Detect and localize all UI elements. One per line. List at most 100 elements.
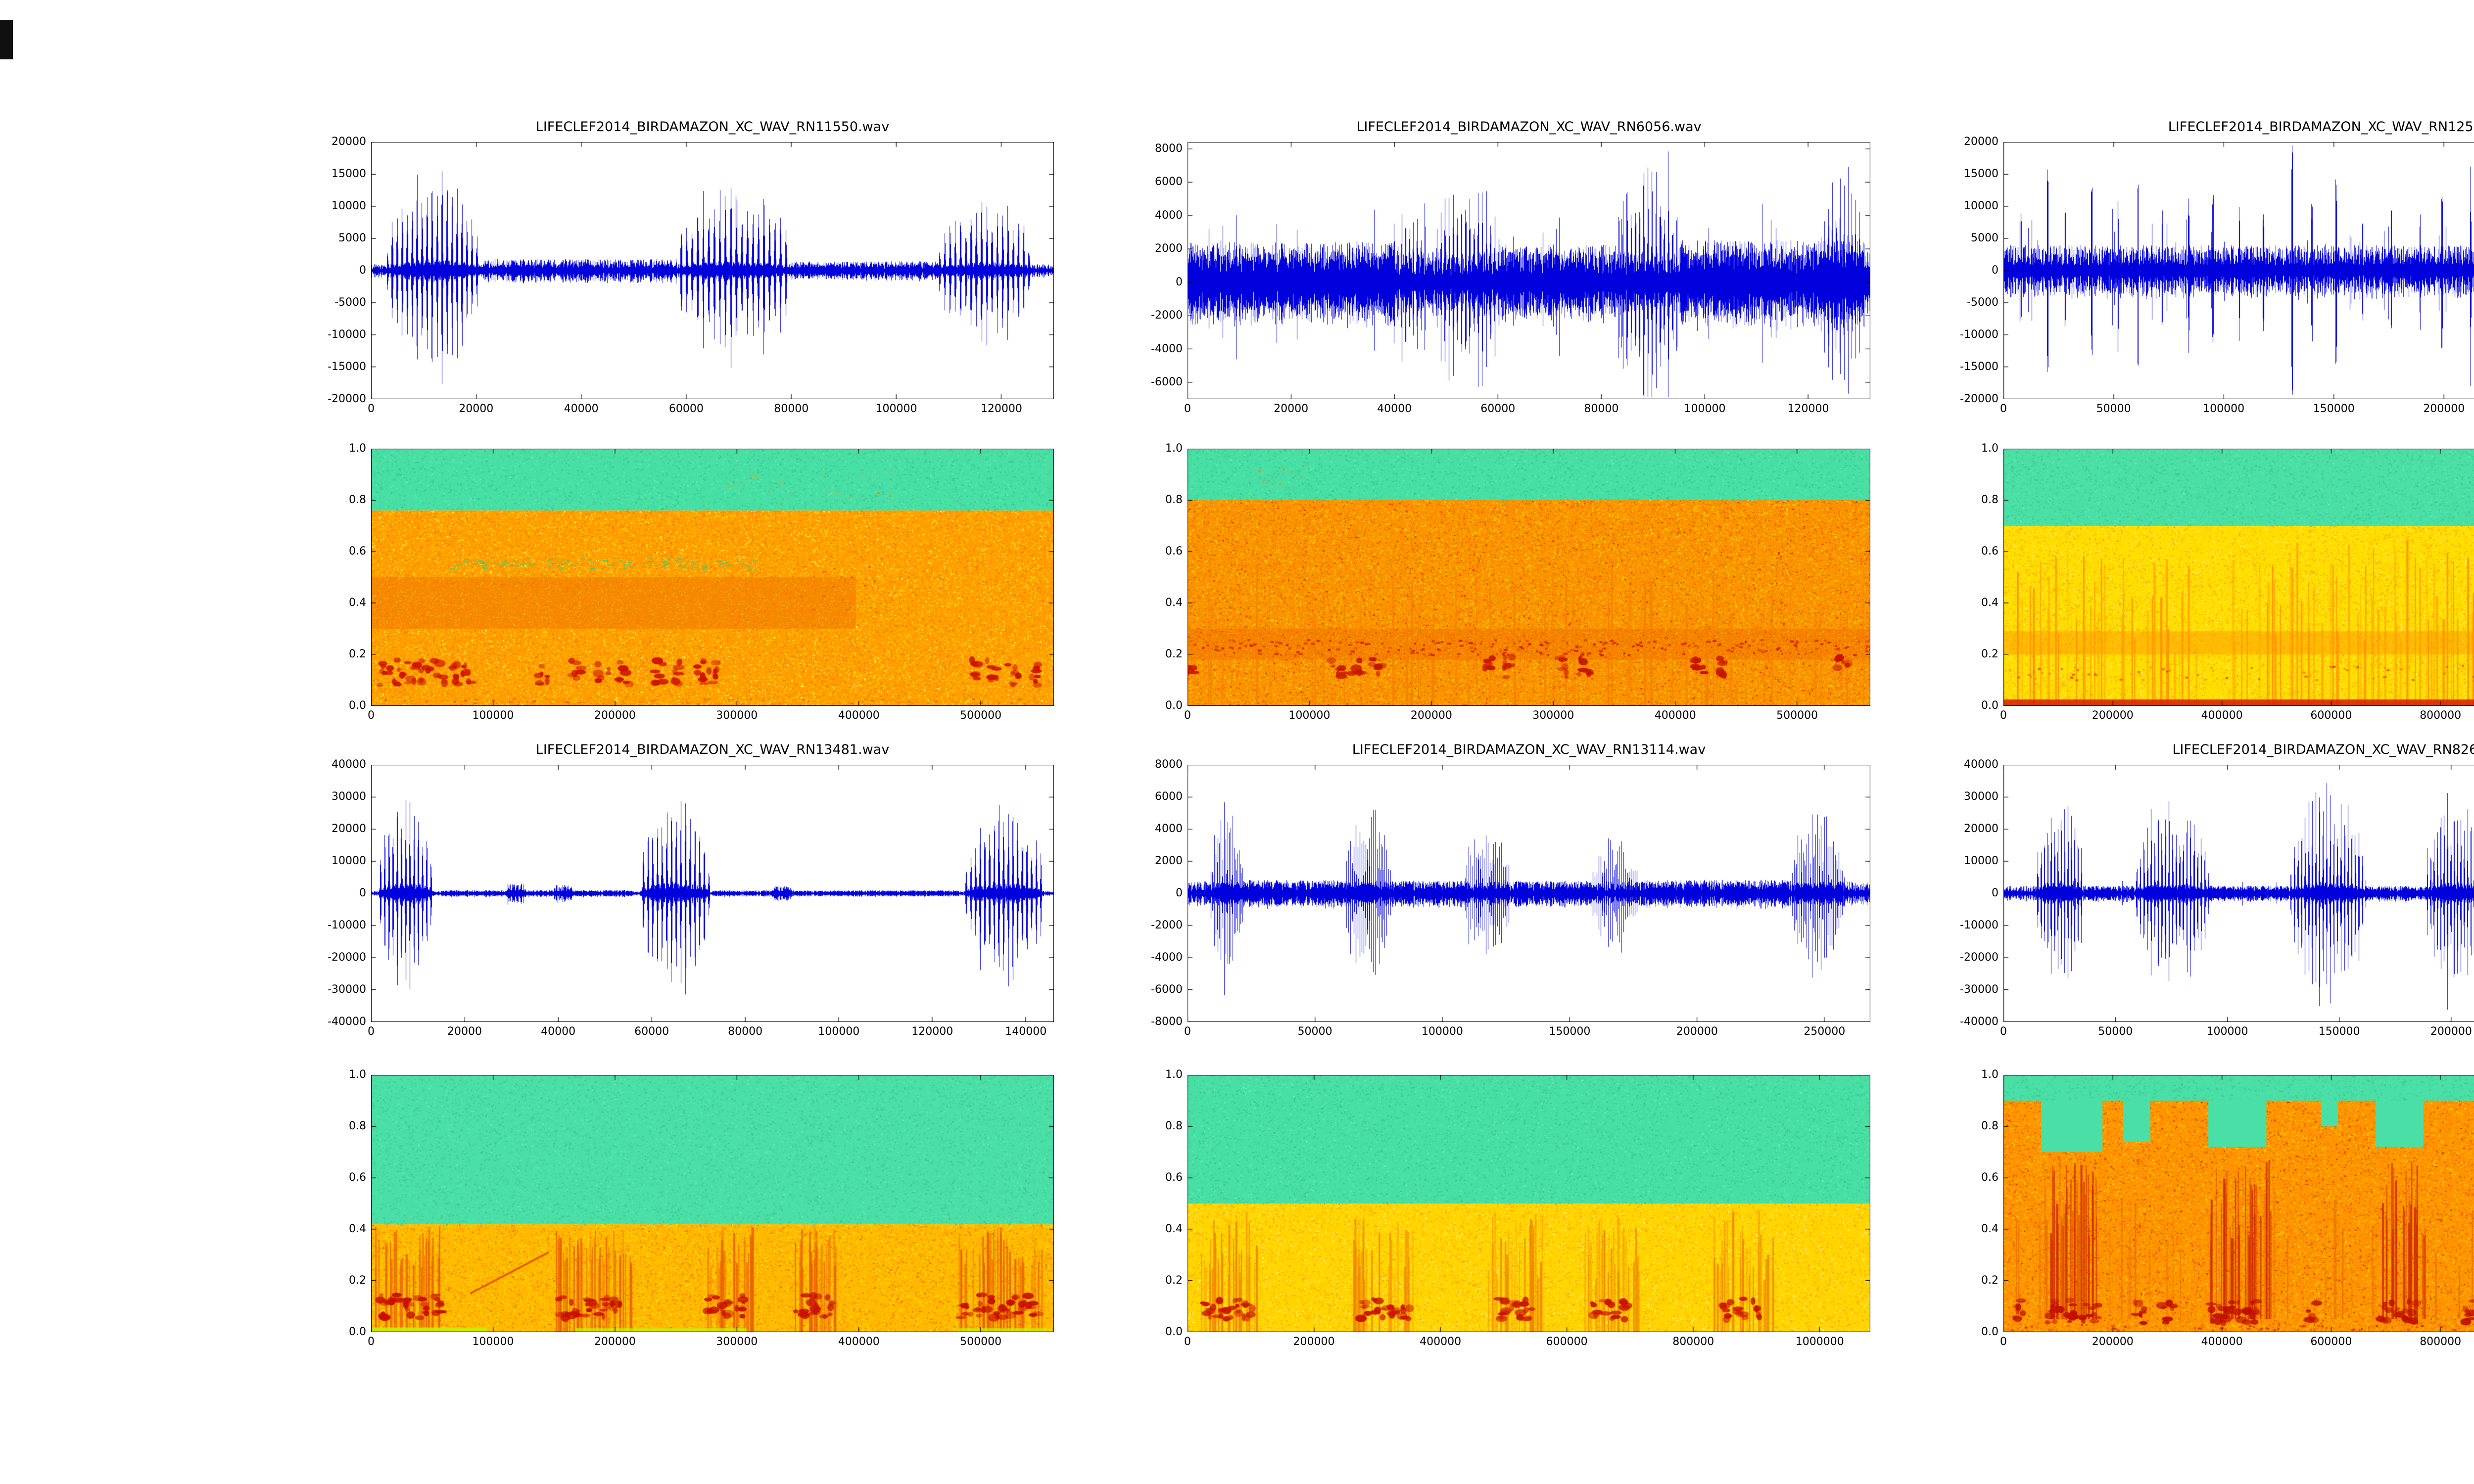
x-tick-label: 100000 — [1288, 709, 1331, 722]
x-tick-label: 200000 — [594, 709, 636, 722]
y-tick-label: 4000 — [1155, 209, 1183, 222]
x-tick-label: 100000 — [1684, 403, 1726, 415]
y-tick-label: 20000 — [1964, 136, 1998, 148]
x-tick-label: 600000 — [2310, 1336, 2352, 1348]
x-tick-label: 60000 — [1480, 403, 1516, 415]
y-tick-label: 10000 — [332, 855, 366, 867]
y-tick-label: 20000 — [1964, 823, 1998, 835]
x-tick-label: 300000 — [716, 709, 758, 722]
y-tick-label: 0.4 — [349, 1223, 366, 1235]
y-tick-label: 0.8 — [1981, 494, 1998, 506]
x-tick-label: 100000 — [2206, 1025, 2248, 1038]
y-tick-label: -5000 — [334, 296, 366, 309]
y-tick-label: 4000 — [1155, 823, 1183, 835]
spectrogram-canvas — [2003, 449, 2474, 706]
x-tick-label: 1000000 — [1795, 1336, 1844, 1348]
x-tick-label: 0 — [1184, 1025, 1191, 1038]
y-tick-label: 10000 — [1964, 855, 1998, 867]
x-tick-label: 140000 — [1005, 1025, 1047, 1038]
y-tick-label: -20000 — [1960, 393, 1998, 405]
spectrogram-plot-rn13481_spec: 0 100000 200000 300000 400000 500000 0.0 0.2 0.4… — [349, 1069, 1054, 1348]
x-tick-label: 100000 — [875, 403, 917, 415]
x-tick-label: 60000 — [668, 403, 704, 415]
x-tick-label: 500000 — [1776, 709, 1818, 722]
y-tick-label: -5000 — [1967, 296, 1998, 309]
x-tick-label: 20000 — [459, 403, 494, 415]
x-tick-label: 100000 — [818, 1025, 860, 1038]
y-tick-label: -30000 — [1960, 983, 1998, 996]
x-tick-label: 600000 — [1546, 1336, 1588, 1348]
spectrogram-canvas — [1188, 1075, 1870, 1332]
y-tick-label: 20000 — [332, 823, 366, 835]
x-tick-label: 120000 — [1787, 403, 1829, 415]
x-tick-label: 80000 — [774, 403, 809, 415]
y-tick-label: 0.0 — [1981, 1326, 1998, 1338]
y-tick-label: 5000 — [1971, 232, 1998, 244]
y-tick-label: 0 — [1176, 887, 1183, 899]
y-tick-label: -2000 — [1151, 309, 1183, 322]
y-tick-label: 0.2 — [349, 648, 366, 660]
x-tick-label: 0 — [368, 1025, 375, 1038]
y-tick-label: 0.6 — [349, 1171, 366, 1184]
x-tick-label: 0 — [2000, 1025, 2007, 1038]
y-tick-label: 0.4 — [1165, 597, 1183, 609]
y-tick-label: 0.0 — [349, 1326, 366, 1338]
y-tick-label: 30000 — [1964, 790, 1998, 803]
y-tick-label: 0.6 — [1165, 545, 1183, 557]
y-tick-label: 0 — [359, 887, 366, 899]
x-tick-label: 800000 — [1672, 1336, 1714, 1348]
y-tick-label: 30000 — [332, 790, 366, 803]
plot-title: LIFECLEF2014_BIRDAMAZON_XC_WAV_RN11550.w… — [535, 119, 890, 135]
x-tick-label: 20000 — [1274, 403, 1309, 415]
x-tick-label: 200000 — [1676, 1025, 1718, 1038]
y-tick-label: 1.0 — [1165, 442, 1183, 455]
y-tick-label: -15000 — [328, 361, 366, 373]
y-tick-label: 8000 — [1155, 758, 1183, 771]
x-tick-label: 400000 — [838, 709, 880, 722]
y-tick-label: 0.6 — [349, 545, 366, 557]
x-tick-label: 0 — [368, 1336, 375, 1348]
plot-title: LIFECLEF2014_BIRDAMAZON_XC_WAV_RN8262.wa… — [2172, 742, 2474, 757]
y-tick-label: 0.2 — [1165, 648, 1183, 660]
spectrogram-plot-rn8262_spec: 0200000400000600000800000100000012000000… — [1981, 1069, 2474, 1348]
x-tick-label: 100000 — [1421, 1025, 1463, 1038]
y-tick-label: 0.6 — [1981, 1171, 1998, 1184]
x-tick-label: 20000 — [447, 1025, 482, 1038]
x-tick-label: 400000 — [1654, 709, 1696, 722]
y-tick-label: -20000 — [1960, 951, 1998, 964]
x-tick-label: 50000 — [1297, 1025, 1332, 1038]
waveform-plot-rn12562: LIFECLEF2014_BIRDAMAZON_XC_WAV_RN12562.w… — [1960, 119, 2474, 415]
x-tick-label: 0 — [1184, 709, 1191, 722]
x-tick-label: 400000 — [2201, 709, 2243, 722]
plot-title: LIFECLEF2014_BIRDAMAZON_XC_WAV_RN13114.w… — [1352, 742, 1706, 757]
x-tick-label: 400000 — [2201, 1336, 2243, 1348]
x-tick-label: 200000 — [1293, 1336, 1335, 1348]
y-tick-label: 15000 — [332, 168, 366, 180]
y-tick-label: 1.0 — [1165, 1068, 1183, 1081]
y-tick-label: 0.8 — [1981, 1120, 1998, 1132]
y-tick-label: 1.0 — [1981, 1068, 1998, 1081]
y-tick-label: 40000 — [1964, 758, 1998, 771]
spectrogram-canvas — [1188, 449, 1870, 706]
spectrogram-canvas — [2003, 1075, 2474, 1332]
y-tick-label: 0.6 — [1165, 1171, 1183, 1184]
spectrogram-canvas — [371, 449, 1054, 706]
x-tick-label: 200000 — [2430, 1025, 2472, 1038]
x-tick-label: 100000 — [2203, 403, 2245, 415]
y-tick-label: 5000 — [338, 232, 366, 244]
x-tick-label: 200000 — [2092, 1336, 2134, 1348]
y-tick-label: 0.2 — [1981, 648, 1998, 660]
waveform-canvas — [2003, 765, 2474, 1022]
waveform-plot-rn11550: LIFECLEF2014_BIRDAMAZON_XC_WAV_RN11550.w… — [328, 119, 1054, 415]
y-tick-label: 0.2 — [349, 1274, 366, 1287]
y-tick-label: -30000 — [328, 983, 366, 996]
x-tick-label: 0 — [2000, 709, 2007, 722]
waveform-canvas — [371, 765, 1054, 1022]
x-tick-label: 80000 — [728, 1025, 763, 1038]
y-tick-label: 0.8 — [349, 494, 366, 506]
x-tick-label: 300000 — [1532, 709, 1574, 722]
x-tick-label: 80000 — [1584, 403, 1619, 415]
y-tick-label: 15000 — [1964, 168, 1998, 180]
y-tick-label: -6000 — [1151, 983, 1183, 996]
waveform-plot-rn8262: LIFECLEF2014_BIRDAMAZON_XC_WAV_RN8262.wa… — [1960, 742, 2474, 1038]
